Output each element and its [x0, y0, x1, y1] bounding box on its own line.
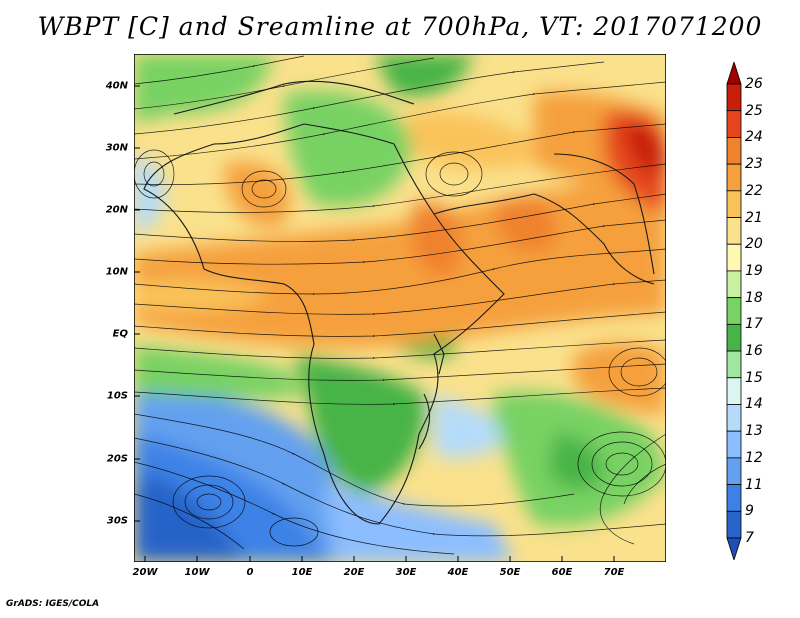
colorbar-label: 13	[745, 423, 763, 440]
colorbar-label: 18	[745, 289, 763, 306]
lon-label-0: 0	[246, 567, 254, 578]
colorbar-label: 20	[745, 236, 763, 253]
colorbar-swatch	[726, 350, 742, 379]
colorbar-label: 16	[745, 343, 763, 360]
colorbar-swatch	[726, 243, 742, 272]
colorbar-swatch	[726, 484, 742, 512]
colorbar-swatch	[726, 110, 742, 138]
map-title: WBPT [C] and Sreamline at 700hPa, VT: 20…	[37, 12, 763, 41]
colorbar-label: 22	[745, 182, 763, 199]
lat-label-40n: 40N	[105, 80, 128, 92]
lon-label-10w: 10W	[184, 567, 210, 578]
grads-credit: GrADS: IGES/COLA	[6, 599, 100, 609]
lon-label-20w: 20W	[132, 567, 158, 578]
colorbar-label: 12	[745, 449, 763, 466]
colorbar-swatch	[726, 404, 742, 432]
lon-label-50e: 50E	[499, 567, 521, 578]
lon-label-10e: 10E	[291, 567, 313, 578]
colorbar-swatch	[726, 457, 742, 485]
lat-label-20s: 20S	[106, 453, 128, 465]
colorbar-swatch	[726, 323, 742, 352]
colorbar-label: 11	[745, 476, 763, 493]
lon-label-30e: 30E	[395, 567, 417, 578]
colorbar-swatch	[726, 377, 742, 405]
colorbar-label: 15	[745, 369, 763, 386]
colorbar-label: 9	[745, 503, 754, 520]
colorbar-swatch	[726, 190, 742, 218]
colorbar-label: 7	[745, 530, 754, 546]
colorbar-label: 14	[745, 396, 763, 413]
colorbar-swatch	[726, 297, 742, 325]
lat-label-eq: EQ	[112, 328, 128, 340]
colorbar-label: 25	[745, 102, 763, 119]
wbpt-field-map	[134, 54, 666, 562]
colorbar-swatch	[726, 270, 742, 299]
lon-label-20e: 20E	[343, 567, 365, 578]
lat-label-10s: 10S	[106, 390, 128, 402]
colorbar-bottom-arrow	[726, 537, 742, 560]
colorbar-label: 23	[745, 156, 763, 173]
lat-label-10n: 10N	[105, 266, 128, 278]
colorbar-swatch	[726, 510, 742, 539]
colorbar-swatch	[726, 217, 742, 245]
lat-label-30n: 30N	[105, 142, 128, 154]
colorbar-label: 26	[745, 76, 763, 92]
colorbar-swatch	[726, 163, 742, 192]
colorbar-swatch	[726, 137, 742, 165]
colorbar-top-arrow	[726, 62, 742, 85]
lat-label-30s: 30S	[106, 515, 128, 527]
colorbar-swatch	[726, 83, 742, 112]
colorbar-swatch	[726, 430, 742, 459]
lon-label-40e: 40E	[447, 567, 469, 578]
colorbar-label: 19	[745, 262, 763, 279]
colorbar-label: 21	[745, 209, 763, 226]
weather-map	[134, 54, 666, 562]
lat-label-20n: 20N	[105, 204, 128, 216]
lon-label-70e: 70E	[603, 567, 625, 578]
colorbar-label: 17	[745, 316, 763, 333]
colorbar	[726, 62, 742, 560]
lon-label-60e: 60E	[551, 567, 573, 578]
colorbar-label: 24	[745, 129, 763, 146]
